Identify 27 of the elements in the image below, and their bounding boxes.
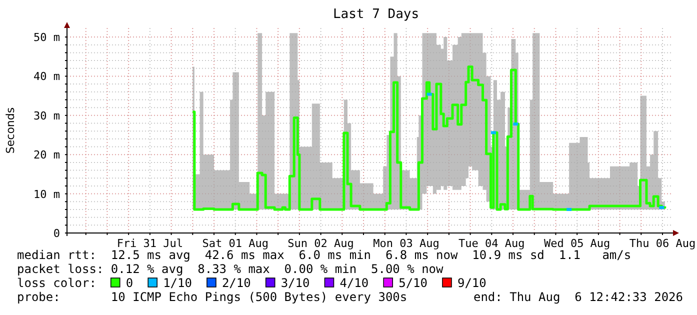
text: end: Thu Aug 6 12:42:33 2026 bbox=[473, 290, 683, 304]
legend-label: 0 bbox=[126, 276, 134, 290]
legend-label: 9/10 bbox=[457, 276, 486, 290]
x-tick-label: Mon 03 Aug bbox=[373, 237, 440, 250]
x-tick-label: Sun 02 Aug bbox=[288, 237, 354, 250]
x-tick-label: Fri 31 Jul bbox=[116, 237, 184, 250]
y-tick-label: 40 m bbox=[34, 70, 60, 84]
chart-title: Last 7 Days bbox=[332, 7, 420, 22]
legend-title: loss color: bbox=[17, 276, 96, 290]
legend-label: 3/10 bbox=[280, 276, 310, 290]
legend-label: 1/10 bbox=[163, 276, 192, 290]
x-tick-label: Wed 05 Aug bbox=[544, 237, 610, 250]
text: probe: 10 ICMP Echo Pings (500 Bytes) every 300s bbox=[17, 290, 408, 304]
text: median rtt: 12.5 ms avg 42.6 ms max 6.0 ms min 6.8 ms now 10.9 ms sd 1.1 am/s bbox=[17, 248, 632, 262]
y-tick-label: 30 m bbox=[34, 109, 60, 122]
legend-label: 5/10 bbox=[398, 276, 428, 290]
x-tick-label: Tue 04 Aug bbox=[458, 237, 525, 250]
legend-label: 4/10 bbox=[340, 276, 369, 290]
y-tick-label: 0 bbox=[53, 227, 60, 240]
legend-label: 2/10 bbox=[222, 276, 251, 290]
y-tick-label: 10 m bbox=[34, 188, 60, 201]
y-axis-title: Seconds bbox=[4, 107, 17, 154]
y-tick-label: 20 m bbox=[34, 148, 60, 162]
y-tick-label: 50 m bbox=[34, 31, 60, 44]
text: packet loss: 0.12 % avg 8.33 % max 0.00 % min 5.00 % now bbox=[17, 262, 444, 276]
x-tick-label: Sat 01 Aug bbox=[202, 237, 268, 250]
x-tick-label: Thu 06 Aug bbox=[629, 237, 696, 250]
